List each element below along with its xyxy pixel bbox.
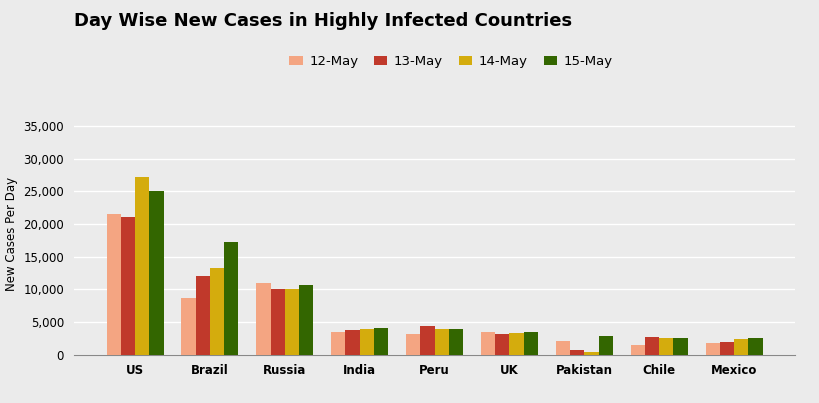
Bar — [630, 345, 645, 355]
Bar — [658, 338, 672, 355]
Bar — [672, 338, 687, 355]
Bar — [584, 352, 598, 355]
Bar — [270, 289, 284, 355]
Bar — [120, 217, 135, 355]
Bar — [719, 342, 733, 355]
Bar — [420, 326, 434, 355]
Bar — [331, 332, 345, 355]
Bar — [405, 334, 420, 355]
Bar — [509, 333, 523, 355]
Bar — [523, 332, 537, 355]
Bar — [360, 329, 373, 355]
Bar — [135, 177, 149, 355]
Bar — [210, 268, 224, 355]
Bar — [748, 338, 762, 355]
Bar — [481, 332, 495, 355]
Bar — [705, 343, 719, 355]
Bar — [345, 330, 360, 355]
Bar — [645, 337, 658, 355]
Bar — [495, 334, 509, 355]
Bar — [373, 328, 387, 355]
Bar — [149, 191, 163, 355]
Bar — [448, 329, 463, 355]
Y-axis label: New Cases Per Day: New Cases Per Day — [5, 177, 18, 291]
Bar — [733, 339, 748, 355]
Legend: 12-May, 13-May, 14-May, 15-May: 12-May, 13-May, 14-May, 15-May — [289, 55, 612, 68]
Bar — [196, 276, 210, 355]
Bar — [434, 329, 448, 355]
Text: Day Wise New Cases in Highly Infected Countries: Day Wise New Cases in Highly Infected Co… — [74, 12, 571, 30]
Bar — [181, 298, 196, 355]
Bar — [555, 341, 569, 355]
Bar — [598, 336, 612, 355]
Bar — [106, 214, 120, 355]
Bar — [299, 285, 313, 355]
Bar — [284, 289, 299, 355]
Bar — [256, 283, 270, 355]
Bar — [224, 242, 238, 355]
Bar — [569, 350, 584, 355]
